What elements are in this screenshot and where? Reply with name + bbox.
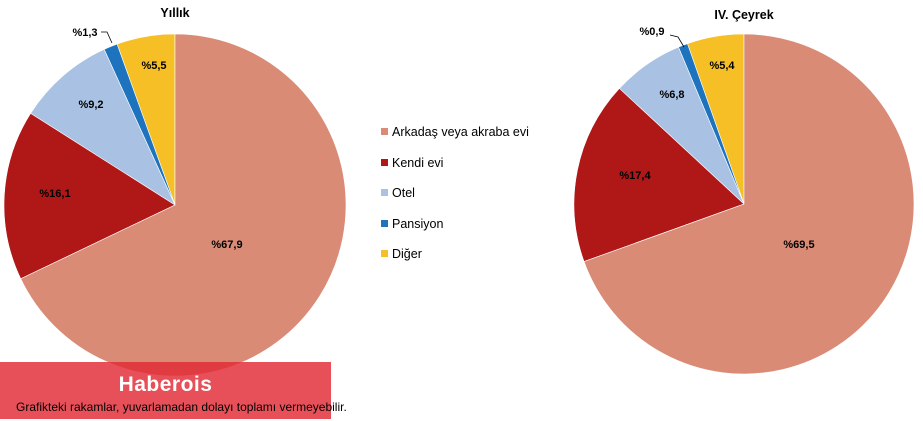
legend-label: Otel	[392, 186, 415, 200]
legend-swatch	[381, 189, 388, 196]
watermark-banner: Haberois	[0, 362, 331, 419]
data-label: %16,1	[39, 188, 70, 200]
pie-annual: Yıllık %67,9 %16,1 %9,2 %1,3 %5,5	[3, 6, 347, 377]
data-label: %5,4	[709, 60, 735, 72]
pie-slice	[583, 33, 915, 375]
legend-item: Pansiyon	[381, 217, 443, 231]
data-label: %0,9	[639, 26, 664, 38]
leader-line	[101, 31, 113, 44]
data-label: %67,9	[211, 239, 242, 251]
footnote: Grafikteki rakamlar, yuvarlamadan dolayı…	[16, 400, 347, 414]
data-label: %69,5	[783, 239, 814, 251]
watermark-logo-text: Haberois	[118, 373, 213, 396]
legend-item: Otel	[381, 186, 415, 200]
chart-title-quarter: IV. Çeyrek	[714, 8, 773, 22]
legend-label: Diğer	[392, 247, 422, 261]
legend-swatch	[381, 250, 388, 257]
data-label: %1,3	[72, 27, 97, 39]
legend-item: Arkadaş veya akraba evi	[381, 125, 529, 139]
legend-label: Arkadaş veya akraba evi	[392, 125, 529, 139]
chart-title-annual: Yıllık	[160, 6, 189, 20]
legend-label: Kendi evi	[392, 156, 443, 170]
pie-quarter: IV. Çeyrek %69,5 %17,4 %6,8 %0,9 %5,4	[573, 8, 915, 375]
legend-label: Pansiyon	[392, 217, 443, 231]
legend-item: Diğer	[381, 247, 422, 261]
legend-item: Kendi evi	[381, 156, 443, 170]
data-label: %9,2	[78, 99, 103, 111]
data-label: %6,8	[659, 89, 684, 101]
pie-slice	[20, 33, 347, 377]
leader-line	[669, 34, 685, 48]
legend-swatch	[381, 159, 388, 166]
data-label: %5,5	[141, 60, 166, 72]
legend: Arkadaş veya akraba evi Kendi evi Otel P…	[381, 125, 529, 261]
pie-slice	[573, 87, 745, 262]
legend-swatch	[381, 128, 388, 135]
pie-slice	[30, 48, 176, 206]
data-label: %17,4	[619, 170, 651, 182]
pie-slice	[3, 112, 176, 280]
legend-swatch	[381, 220, 388, 227]
